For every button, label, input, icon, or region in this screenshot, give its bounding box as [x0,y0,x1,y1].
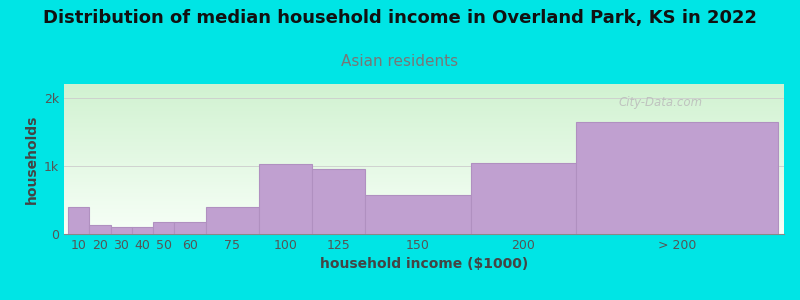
Bar [470,163,577,234]
Bar [110,227,132,234]
Bar [206,207,259,234]
Bar [312,169,365,234]
Bar [577,122,778,234]
Text: City-Data.com: City-Data.com [618,96,702,109]
Bar [174,222,206,234]
Bar [132,227,153,234]
Text: Distribution of median household income in Overland Park, KS in 2022: Distribution of median household income … [43,9,757,27]
Bar [259,164,312,234]
Bar [365,195,470,234]
X-axis label: household income ($1000): household income ($1000) [320,257,528,272]
Text: Asian residents: Asian residents [342,54,458,69]
Bar [68,207,90,234]
Bar [90,225,110,234]
Y-axis label: households: households [25,114,38,204]
Bar [153,222,174,234]
